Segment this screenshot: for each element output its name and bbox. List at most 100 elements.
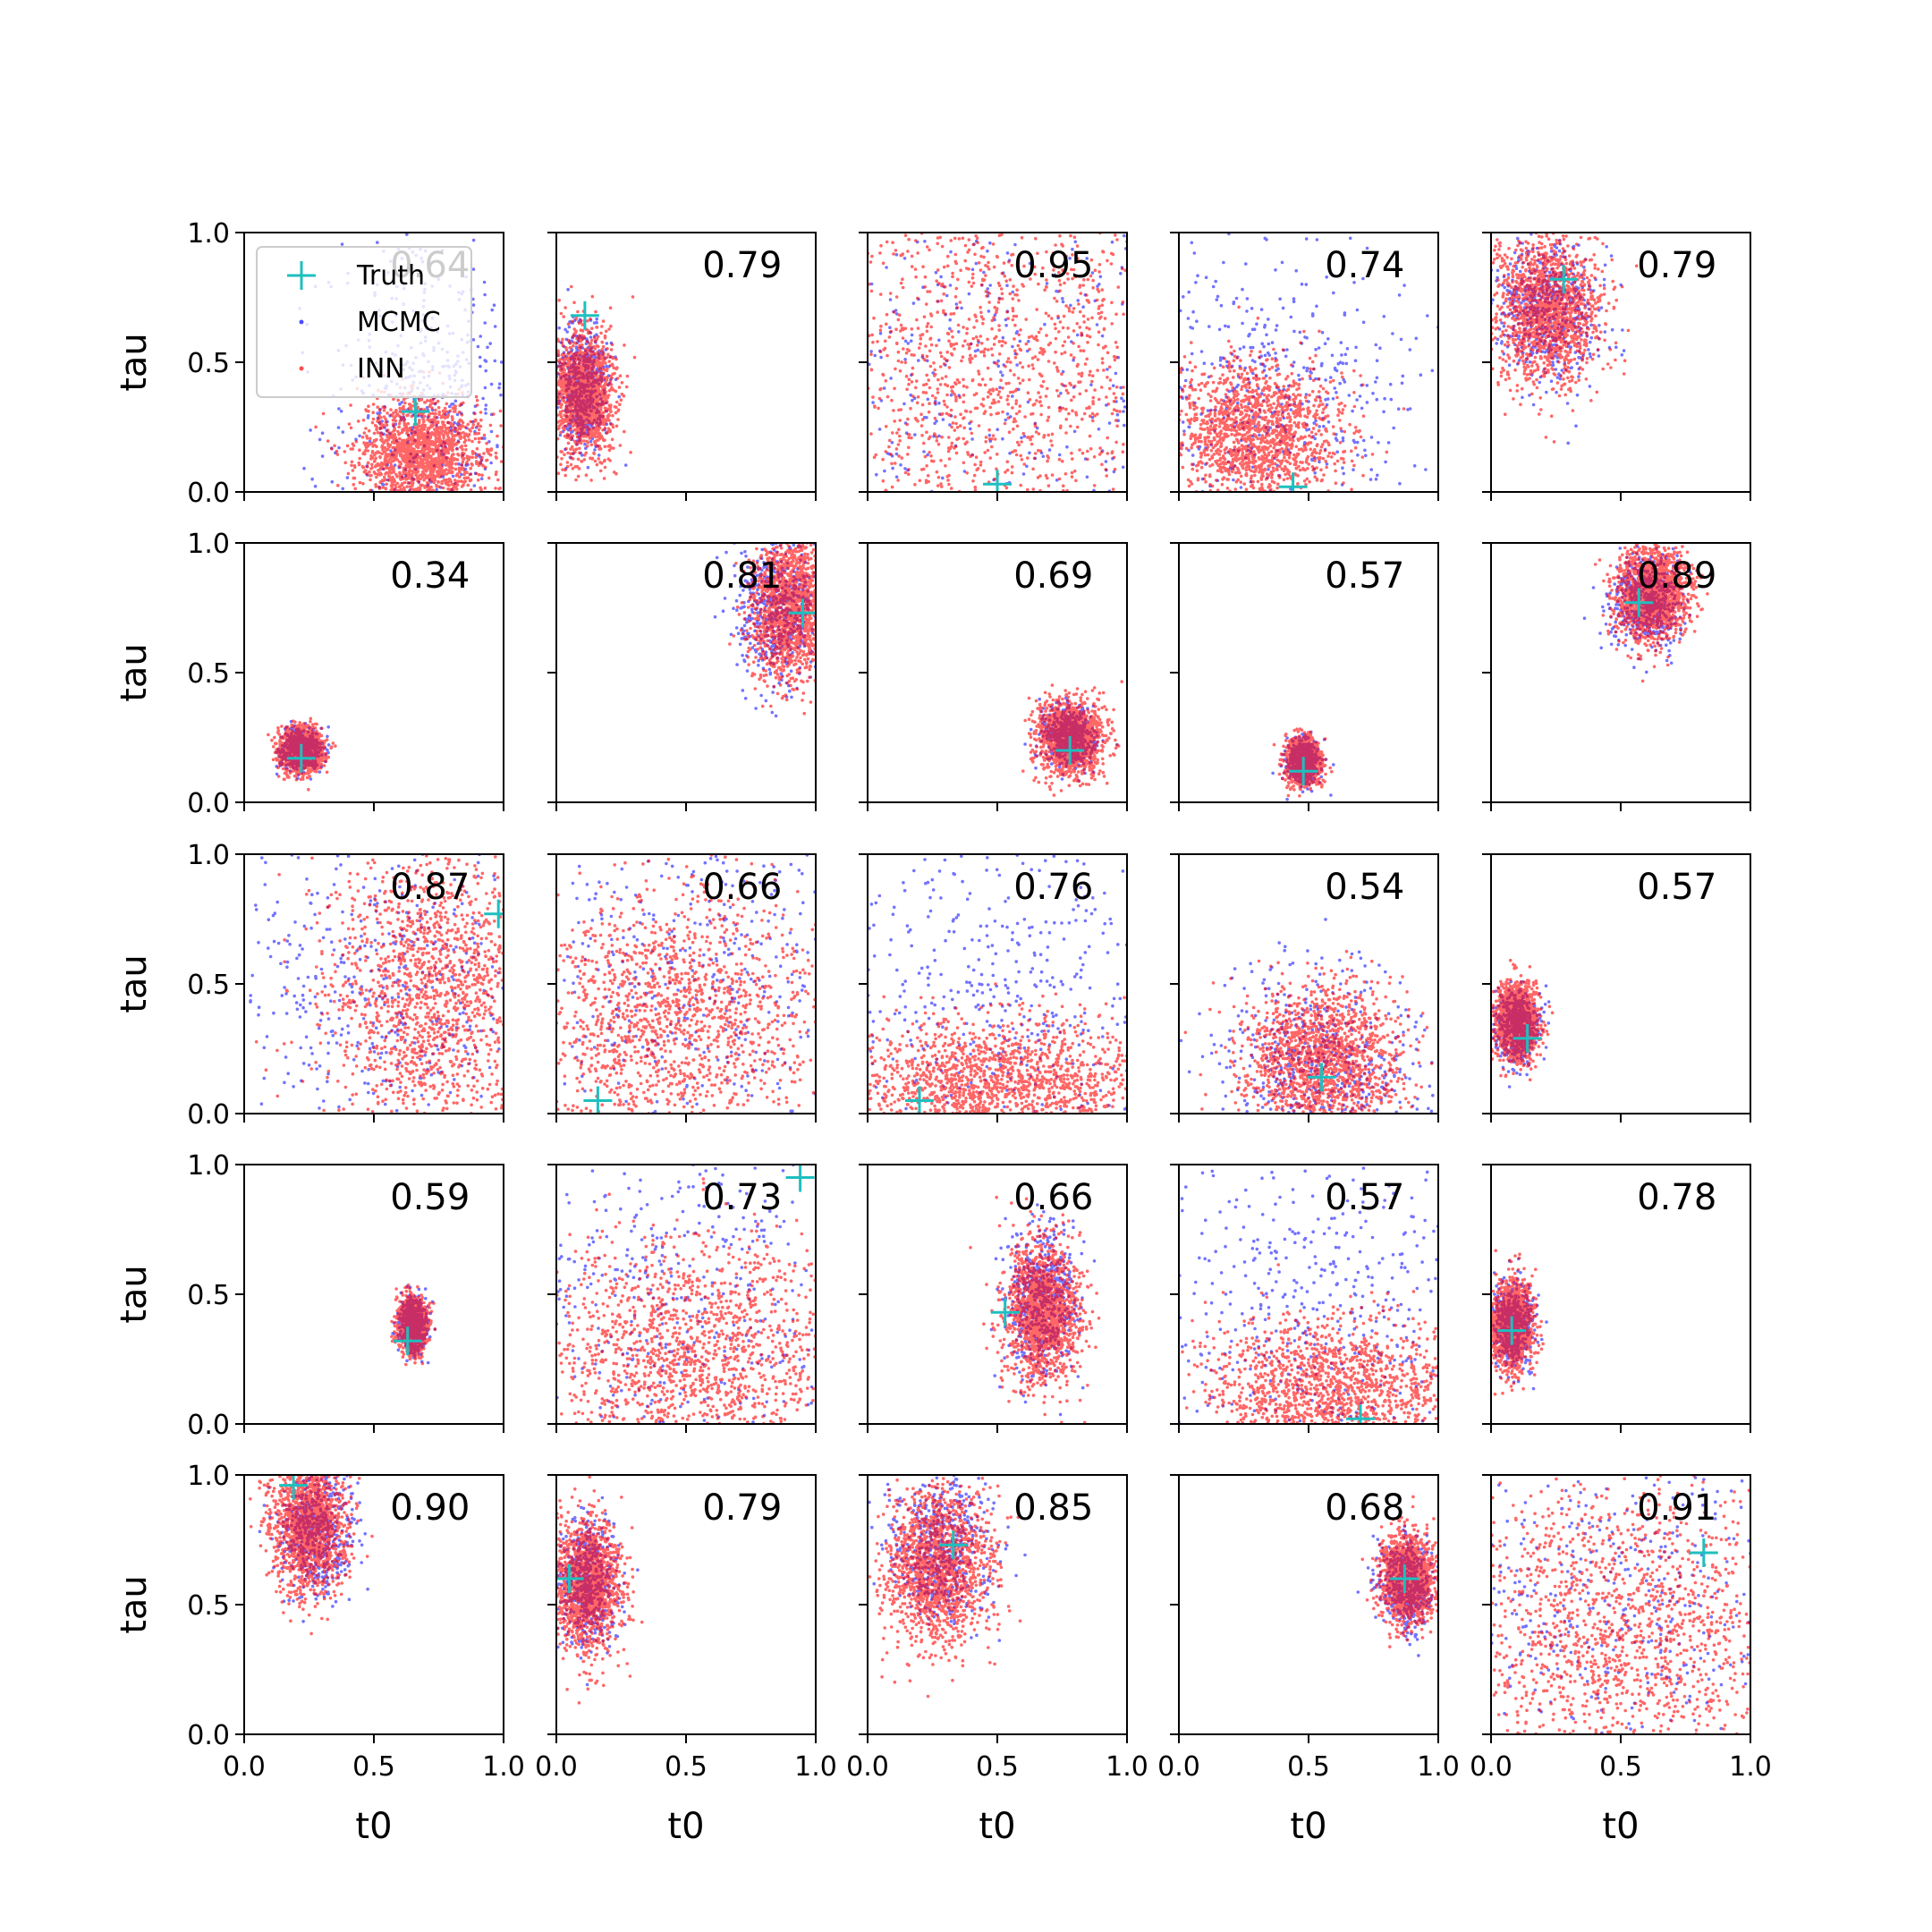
panel-annotation: 0.79 bbox=[702, 245, 782, 286]
panel-3-1: 0.87 0.0 0.5 1.0 tau bbox=[114, 840, 504, 1131]
panel-5-1: 0.90 0.00.0 0.5 0.5 1.0 1.0 t0 tau bbox=[114, 1461, 525, 1847]
x-tick-label: 0.0 bbox=[223, 1751, 266, 1783]
inn-samples bbox=[314, 370, 504, 492]
scatter-points bbox=[1179, 1166, 1438, 1424]
y-tick-label: 0.5 bbox=[187, 1590, 230, 1622]
truth-marker bbox=[1549, 265, 1579, 294]
panel-4-1: 0.59 0.0 0.5 1.0 tau bbox=[114, 1150, 504, 1441]
panel-1-4: 0.74 bbox=[1170, 232, 1439, 501]
truth-marker bbox=[785, 1165, 815, 1192]
x-tick-label: 1.0 bbox=[1729, 1751, 1772, 1783]
scatter-points bbox=[1491, 1475, 1750, 1734]
scatter-points bbox=[1179, 233, 1438, 492]
y-tick-label: 0.0 bbox=[187, 1099, 230, 1131]
truth-marker bbox=[1497, 1316, 1527, 1345]
truth-marker bbox=[1513, 1023, 1542, 1053]
truth-marker bbox=[484, 899, 504, 928]
truth-marker bbox=[938, 1530, 968, 1560]
y-tick-label: 0.0 bbox=[187, 788, 230, 819]
panel-annotation: 0.74 bbox=[1325, 245, 1404, 286]
scatter-points bbox=[556, 1165, 816, 1424]
y-tick-label: 0.5 bbox=[187, 348, 230, 379]
y-tick-label: 1.0 bbox=[187, 1150, 230, 1182]
truth-marker bbox=[1689, 1538, 1718, 1567]
inn-samples bbox=[556, 1177, 816, 1424]
scatter-points bbox=[1179, 918, 1435, 1114]
y-axis-label: tau bbox=[114, 1575, 155, 1634]
truth-marker bbox=[788, 598, 816, 628]
panel-annotation: 0.57 bbox=[1637, 867, 1716, 908]
legend-entry-truth: Truth bbox=[287, 260, 425, 292]
inn-samples bbox=[267, 716, 337, 792]
y-tick-label: 1.0 bbox=[187, 840, 230, 871]
x-axis-label: t0 bbox=[1602, 1806, 1639, 1847]
y-tick-label: 0.0 bbox=[187, 1720, 230, 1751]
panel-4-4: 0.57 bbox=[1170, 1164, 1439, 1433]
x-tick-label: 0.0 bbox=[1157, 1751, 1200, 1783]
x-tick-label: 0.5 bbox=[352, 1751, 395, 1783]
truth-marker bbox=[1346, 1404, 1375, 1424]
panel-1-5: 0.79 bbox=[1482, 232, 1751, 501]
panel-annotation: 0.69 bbox=[1013, 555, 1093, 597]
panel-annotation: 0.79 bbox=[1637, 245, 1716, 286]
panel-annotation: 0.89 bbox=[1637, 555, 1716, 597]
x-tick-label: 0.5 bbox=[976, 1751, 1019, 1783]
panel-annotation: 0.66 bbox=[702, 867, 782, 908]
x-tick-label: 1.0 bbox=[1106, 1751, 1148, 1783]
panel-4-5: 0.78 bbox=[1482, 1164, 1751, 1433]
truth-marker bbox=[990, 1298, 1020, 1327]
panel-annotation: 0.57 bbox=[1325, 555, 1404, 597]
legend: Truth MCMC INN bbox=[256, 246, 472, 398]
panel-annotation: 0.78 bbox=[1637, 1177, 1716, 1218]
x-tick-label: 0.5 bbox=[1287, 1751, 1330, 1783]
panel-annotation: 0.73 bbox=[702, 1177, 782, 1218]
inn-samples bbox=[1491, 1249, 1545, 1396]
panel-annotation: 0.76 bbox=[1013, 867, 1093, 908]
legend-marker-dot bbox=[299, 319, 304, 325]
truth-marker bbox=[1289, 757, 1318, 786]
inn-samples bbox=[1179, 305, 1406, 492]
inn-samples bbox=[1491, 958, 1555, 1081]
inn-samples bbox=[969, 1195, 1101, 1424]
scatter-points bbox=[556, 854, 816, 1114]
panel-annotation: 0.91 bbox=[1637, 1487, 1716, 1529]
scatter-points bbox=[1356, 1495, 1438, 1657]
panel-annotation: 0.66 bbox=[1013, 1177, 1093, 1218]
x-tick-label: 0.0 bbox=[1470, 1751, 1513, 1783]
legend-label: MCMC bbox=[357, 307, 441, 338]
truth-marker bbox=[556, 1564, 584, 1593]
inn-samples bbox=[1593, 543, 1714, 683]
truth-marker bbox=[1055, 736, 1085, 765]
y-tick-label: 0.5 bbox=[187, 658, 230, 690]
panel-4-2: 0.73 bbox=[547, 1164, 817, 1433]
inn-samples bbox=[1181, 1263, 1438, 1424]
mcmc-samples bbox=[868, 854, 1127, 1114]
legend-label: INN bbox=[357, 353, 405, 385]
truth-marker bbox=[1307, 1063, 1336, 1092]
x-tick-label: 1.0 bbox=[482, 1751, 525, 1783]
y-tick-label: 0.5 bbox=[187, 970, 230, 1001]
panel-annotation: 0.79 bbox=[702, 1487, 782, 1529]
truth-marker bbox=[905, 1086, 934, 1114]
y-tick-label: 0.0 bbox=[187, 1410, 230, 1441]
panel-annotation: 0.95 bbox=[1013, 245, 1093, 286]
panel-annotation: 0.34 bbox=[390, 555, 470, 597]
panel-1-2: 0.79 bbox=[547, 232, 817, 501]
scatter-points bbox=[556, 1475, 644, 1705]
truth-marker bbox=[570, 301, 599, 330]
scatter-points bbox=[1582, 543, 1714, 683]
panel-4-3: 0.66 bbox=[859, 1164, 1128, 1433]
x-tick-label: 1.0 bbox=[1417, 1751, 1460, 1783]
x-axis-label: t0 bbox=[355, 1806, 392, 1847]
x-tick-label: 0.5 bbox=[1599, 1751, 1642, 1783]
truth-marker bbox=[583, 1086, 613, 1114]
panel-2-5: 0.89 bbox=[1482, 542, 1751, 811]
panel-1-3: 0.95 bbox=[859, 232, 1128, 501]
legend-entry-mcmc: MCMC bbox=[299, 307, 441, 338]
x-axis-label: t0 bbox=[1290, 1806, 1326, 1847]
scatter-points bbox=[868, 233, 1127, 492]
inn-samples bbox=[390, 1283, 437, 1367]
truth-marker bbox=[1624, 588, 1654, 617]
legend-marker-dot bbox=[299, 366, 304, 371]
panel-5-4: 0.68 0.0 0.5 1.0 t0 bbox=[1157, 1474, 1460, 1847]
